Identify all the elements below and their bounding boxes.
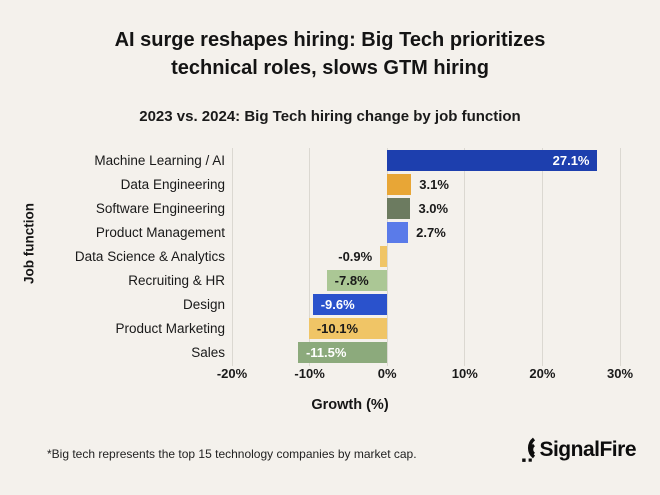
gridline-20 [541, 148, 543, 366]
category-label-design: Design [182, 296, 225, 312]
category-label-product-management: Product Management [95, 224, 225, 240]
signalfire-logo-text: SignalFire [539, 438, 636, 461]
gridline-0 [386, 148, 388, 366]
x-tick--20: -20% [216, 366, 248, 381]
value-label-data-science-analytics: -0.9% [338, 248, 373, 264]
page-title: AI surge reshapes hiring: Big Tech prior… [0, 26, 660, 82]
bar-product-marketing [308, 317, 388, 339]
category-label-sales: Sales [191, 344, 225, 360]
category-label-software-engineering: Software Engineering [95, 200, 225, 216]
bar-software-engineering [387, 197, 411, 219]
gridline-30 [619, 148, 621, 366]
x-tick-0: 0% [377, 366, 397, 381]
category-label-data-science-analytics: Data Science & Analytics [74, 248, 225, 264]
bar-sales [297, 341, 388, 363]
x-tick-10: 10% [451, 366, 478, 381]
bar-data-science-analytics [380, 245, 388, 267]
bar-recruiting-hr [326, 269, 388, 291]
category-label-data-engineering: Data Engineering [120, 176, 225, 192]
category-label-recruiting-hr: Recruiting & HR [128, 272, 225, 288]
signalfire-mark-icon [522, 437, 536, 462]
chart-subtitle: 2023 vs. 2024: Big Tech hiring change by… [139, 108, 521, 125]
value-label-sales: -11.5% [305, 344, 347, 360]
gridline-10 [464, 148, 466, 366]
page-title-text: AI surge reshapes hiring: Big Tech prior… [114, 29, 546, 79]
bar-design [312, 293, 388, 315]
x-tick-20: 20% [529, 366, 556, 381]
bar-product-management [387, 221, 409, 243]
bar-data-engineering [387, 173, 412, 195]
value-label-product-marketing: -10.1% [316, 320, 359, 336]
category-label-product-marketing: Product Marketing [115, 320, 225, 336]
category-label-machine-learning-ai: Machine Learning / AI [94, 152, 225, 168]
gridline--10 [309, 148, 311, 366]
x-tick-30: 30% [606, 366, 634, 381]
value-label-data-engineering: 3.1% [419, 176, 449, 192]
gridline--20 [231, 148, 233, 366]
bar-chart: Job function -20% -10% 0% 10% 20% 30% Machine … [0, 140, 660, 425]
signalfire-logo: SignalFire [520, 437, 636, 463]
x-axis-label: Growth (%) [311, 397, 389, 413]
value-label-design: -9.6% [320, 296, 355, 312]
x-tick--10: -10% [294, 366, 325, 381]
value-label-product-management: 2.7% [416, 224, 446, 240]
footnote: *Big tech represents the top 15 technolo… [47, 447, 417, 461]
bar-machine-learning-ai [387, 149, 598, 171]
value-label-machine-learning-ai: 27.1% [552, 152, 590, 168]
value-label-software-engineering: 3.0% [418, 200, 449, 216]
value-label-recruiting-hr: -7.8% [334, 272, 369, 288]
